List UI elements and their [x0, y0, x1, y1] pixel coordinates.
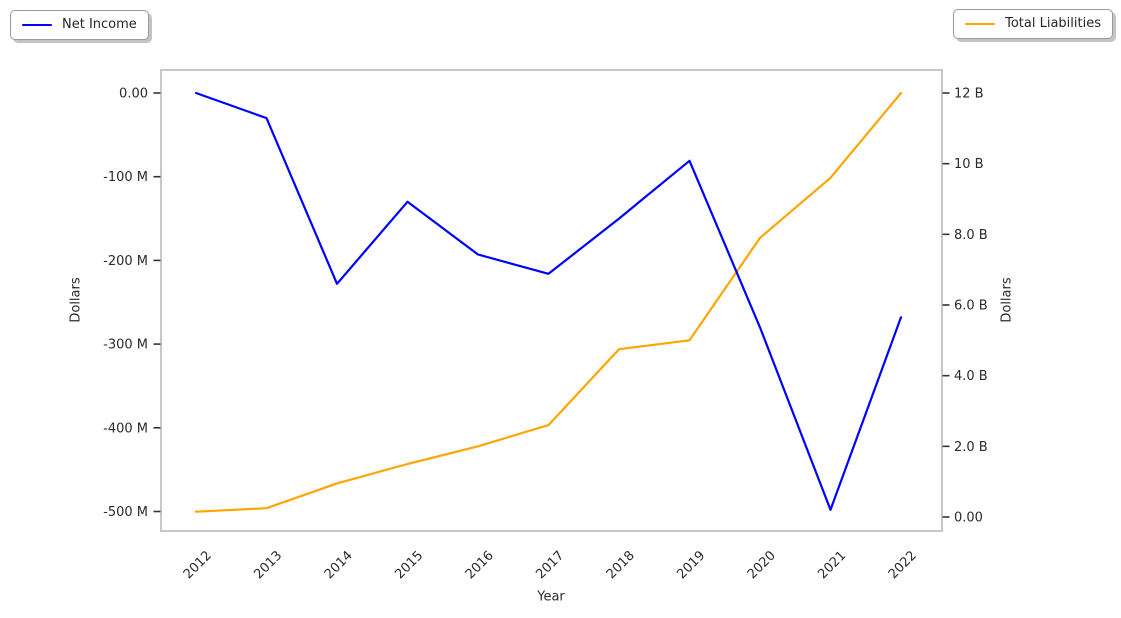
left-axis-tick-label: -100 M	[103, 170, 148, 185]
right-axis-tick-label: 8.0 B	[954, 228, 988, 243]
right-y-axis-title: Dollars	[999, 277, 1015, 323]
left-axis-tick-label: -300 M	[103, 338, 148, 353]
plot-border	[160, 69, 943, 532]
right-axis-tick-label: 4.0 B	[954, 369, 988, 384]
x-axis-tick-label: 2014	[322, 548, 356, 582]
x-axis-tick-label: 2015	[392, 548, 426, 582]
x-axis-tick-label: 2019	[674, 548, 708, 582]
total-liabilities-line-sample	[965, 22, 996, 26]
legend-net-income-label: Net Income	[62, 17, 137, 32]
left-axis-tick-label: -500 M	[103, 505, 148, 520]
x-axis-tick-label: 2013	[251, 548, 285, 582]
x-axis-tick-label: 2020	[745, 548, 779, 582]
legend-total-liabilities-label: Total Liabilities	[1005, 16, 1101, 31]
right-axis-tick-label: 2.0 B	[954, 440, 988, 455]
legend-net-income: Net Income	[10, 10, 149, 40]
legend-total-liabilities: Total Liabilities	[953, 9, 1113, 39]
left-axis-tick-label: -200 M	[103, 254, 148, 269]
total-liabilities-line	[194, 91, 903, 513]
right-axis-tick-label: 0.00	[954, 511, 983, 526]
x-axis-tick-label: 2012	[181, 548, 215, 582]
x-axis-tick-label: 2021	[815, 548, 849, 582]
net-income-line	[194, 91, 903, 511]
x-axis-tick-label: 2018	[604, 548, 638, 582]
net-income-line-sample	[22, 23, 52, 27]
x-axis-title: Year	[537, 589, 565, 605]
left-y-axis-title: Dollars	[68, 277, 84, 323]
x-axis-tick-label: 2022	[886, 548, 920, 582]
right-axis-tick-label: 6.0 B	[954, 299, 988, 314]
x-axis-tick-label: 2017	[533, 548, 567, 582]
left-axis-tick-label: 0.00	[119, 87, 148, 102]
x-axis-tick-label: 2016	[463, 548, 497, 582]
right-axis-tick-label: 12 B	[954, 87, 984, 102]
right-axis-tick-label: 10 B	[954, 157, 984, 172]
left-axis-tick-label: -400 M	[103, 421, 148, 436]
